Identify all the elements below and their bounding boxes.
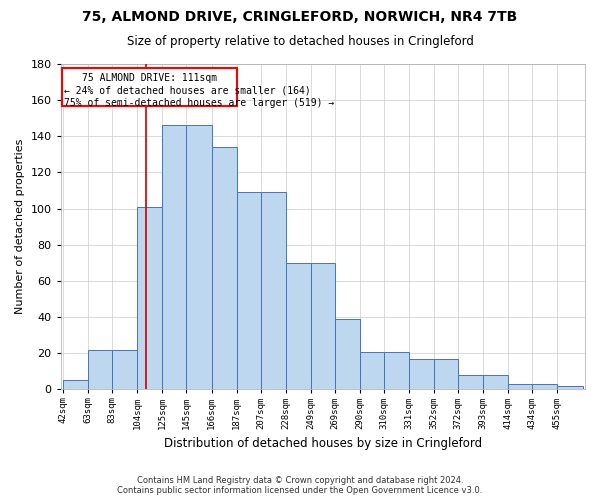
Bar: [434, 358, 458, 390]
Bar: [311, 263, 335, 390]
Bar: [508, 384, 532, 390]
Bar: [458, 375, 483, 390]
Bar: [137, 207, 163, 390]
Bar: [62, 68, 236, 106]
Bar: [236, 192, 260, 390]
Y-axis label: Number of detached properties: Number of detached properties: [15, 139, 25, 314]
Bar: [384, 352, 409, 390]
Bar: [163, 126, 187, 390]
Bar: [360, 352, 384, 390]
Bar: [483, 375, 508, 390]
X-axis label: Distribution of detached houses by size in Cringleford: Distribution of detached houses by size …: [164, 437, 482, 450]
Text: ← 24% of detached houses are smaller (164): ← 24% of detached houses are smaller (16…: [64, 86, 311, 96]
Bar: [88, 350, 112, 390]
Bar: [212, 147, 236, 390]
Bar: [112, 350, 137, 390]
Bar: [63, 380, 88, 390]
Bar: [260, 192, 286, 390]
Text: 75 ALMOND DRIVE: 111sqm: 75 ALMOND DRIVE: 111sqm: [82, 73, 217, 83]
Text: Contains HM Land Registry data © Crown copyright and database right 2024.
Contai: Contains HM Land Registry data © Crown c…: [118, 476, 482, 495]
Text: 75% of semi-detached houses are larger (519) →: 75% of semi-detached houses are larger (…: [64, 98, 335, 108]
Bar: [187, 126, 212, 390]
Text: Size of property relative to detached houses in Cringleford: Size of property relative to detached ho…: [127, 35, 473, 48]
Bar: [557, 386, 583, 390]
Bar: [286, 263, 311, 390]
Bar: [409, 358, 434, 390]
Bar: [532, 384, 557, 390]
Text: 75, ALMOND DRIVE, CRINGLEFORD, NORWICH, NR4 7TB: 75, ALMOND DRIVE, CRINGLEFORD, NORWICH, …: [82, 10, 518, 24]
Bar: [335, 319, 360, 390]
